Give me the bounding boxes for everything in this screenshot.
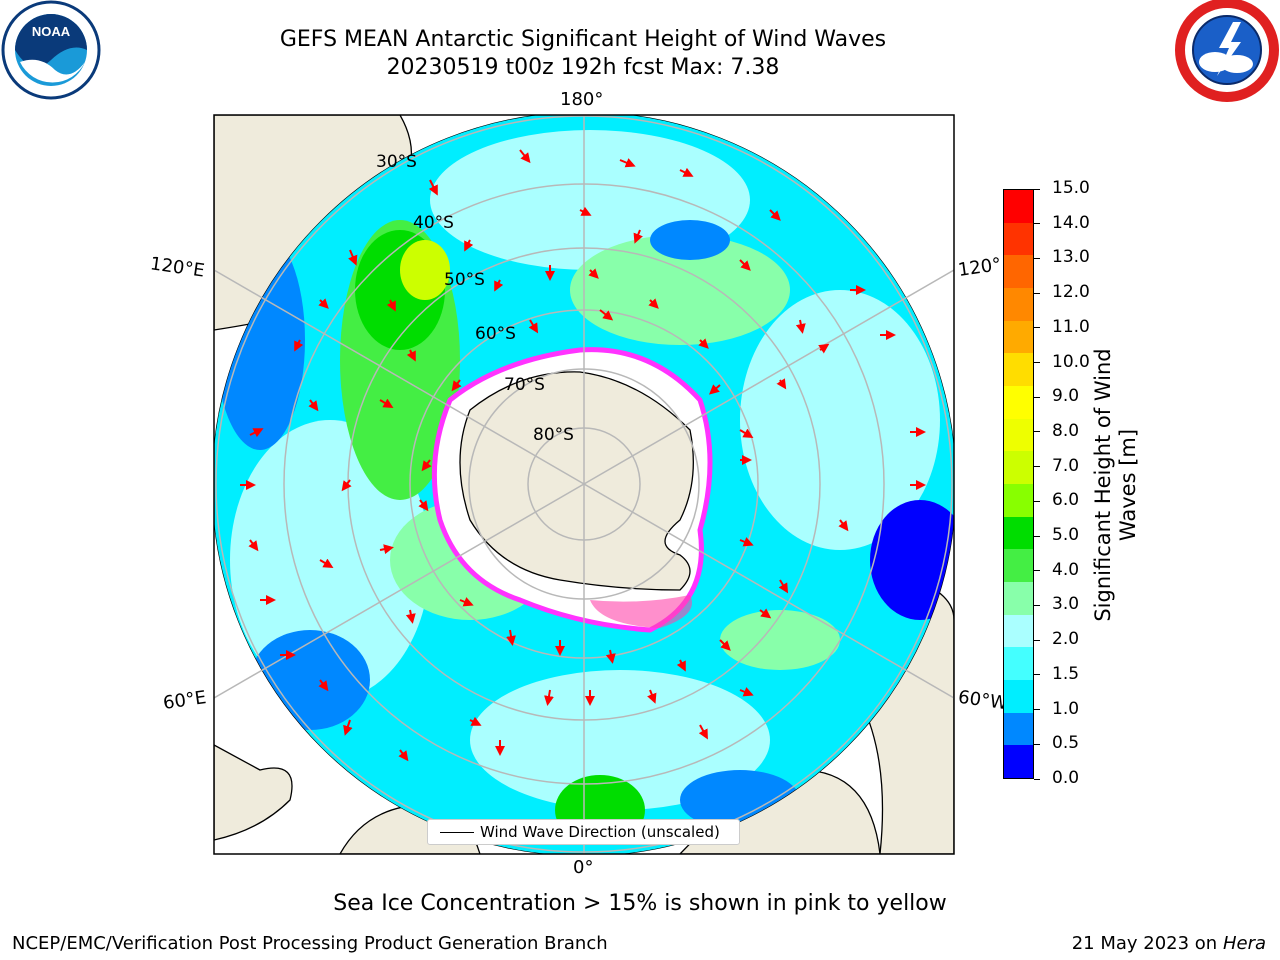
- colorbar-tick-mark: [1034, 431, 1040, 433]
- map-legend: Wind Wave Direction (unscaled): [427, 819, 740, 845]
- colorbar-tick-mark: [1034, 292, 1040, 294]
- lon-label-0: 0°: [573, 857, 594, 878]
- colorbar-tick-label: 1.5: [1052, 663, 1080, 684]
- colorbar-segment: [1004, 680, 1033, 713]
- colorbar-tick-label: 1.0: [1052, 698, 1080, 719]
- colorbar-tick-label: 6.0: [1052, 490, 1080, 511]
- lat-label-40s: 40°S: [413, 213, 454, 233]
- colorbar-segment: [1004, 582, 1033, 615]
- colorbar-tick-mark: [1034, 466, 1040, 468]
- footer-date-text: 21 May 2023 on: [1071, 933, 1218, 954]
- colorbar-segment: [1004, 451, 1033, 485]
- lat-label-50s: 50°S: [444, 270, 485, 290]
- colorbar-tick-label: 9.0: [1052, 386, 1080, 407]
- colorbar-tick-label: 3.0: [1052, 594, 1080, 615]
- sea-ice-note: Sea Ice Concentration > 15% is shown in …: [333, 891, 947, 916]
- legend-line-icon: [440, 832, 474, 833]
- colorbar-tick-label: 13.0: [1052, 247, 1090, 268]
- nws-logo: [1175, 0, 1279, 102]
- colorbar-tick-label: 0.5: [1052, 733, 1080, 754]
- colorbar-segment: [1004, 320, 1033, 354]
- colorbar-tick-label: 8.0: [1052, 420, 1080, 441]
- colorbar-segment: [1004, 614, 1033, 648]
- colorbar-tick-mark: [1034, 639, 1040, 641]
- colorbar-tick-mark: [1034, 500, 1040, 502]
- footer-date: 21 May 2023 on Hera: [1072, 933, 1266, 954]
- colorbar-segment: [1004, 190, 1033, 223]
- map-subtitle: 20230519 t00z 192h fcst Max: 7.38: [386, 55, 780, 80]
- lon-label-60e: 60°E: [161, 687, 208, 714]
- noaa-logo: NOAA: [1, 0, 101, 100]
- colorbar-tick-label: 12.0: [1052, 282, 1090, 303]
- lon-label-120e: 120°E: [148, 253, 206, 282]
- colorbar-tick-mark: [1034, 327, 1040, 329]
- colorbar-tick-mark: [1034, 570, 1040, 572]
- colorbar-segment: [1004, 288, 1033, 321]
- colorbar-tick-label: 11.0: [1052, 316, 1090, 337]
- map-panel: [213, 114, 955, 855]
- map-title: GEFS MEAN Antarctic Significant Height o…: [279, 27, 887, 52]
- graticule: [214, 115, 954, 854]
- lon-label-120w: 120°: [956, 254, 1003, 281]
- legend-label: Wind Wave Direction (unscaled): [480, 823, 720, 841]
- colorbar-tick-mark: [1034, 223, 1040, 225]
- colorbar-segment: [1004, 386, 1033, 419]
- colorbar-segment: [1004, 647, 1033, 681]
- footer-host: Hera: [1222, 933, 1266, 954]
- colorbar-tick-label: 0.0: [1052, 768, 1080, 788]
- lat-label-30s: 30°S: [376, 152, 417, 172]
- colorbar-tick-label: 10.0: [1052, 351, 1090, 372]
- colorbar-segment: [1004, 712, 1033, 746]
- colorbar-label: Significant Height of Wind Waves [m]: [1091, 348, 1140, 622]
- lat-label-60s: 60°S: [475, 324, 516, 344]
- colorbar-tick-mark: [1034, 604, 1040, 606]
- colorbar-tick-mark: [1034, 743, 1040, 745]
- svg-text:NOAA: NOAA: [32, 24, 71, 39]
- colorbar-segment: [1004, 516, 1033, 550]
- colorbar-segment: [1004, 255, 1033, 289]
- colorbar-tick-mark: [1034, 396, 1040, 398]
- wind-wave-arrows: [240, 149, 926, 762]
- colorbar-segment: [1004, 222, 1033, 256]
- footer-organization: NCEP/EMC/Verification Post Processing Pr…: [12, 933, 608, 954]
- colorbar-segment: [1004, 745, 1033, 779]
- colorbar-tick-mark: [1034, 535, 1040, 537]
- colorbar-tick-label: 4.0: [1052, 559, 1080, 580]
- colorbar-segment: [1004, 484, 1033, 517]
- colorbar-tick-label: 7.0: [1052, 455, 1080, 476]
- colorbar-segment: [1004, 353, 1033, 387]
- lon-label-180: 180°: [560, 89, 604, 110]
- lat-label-80s: 80°S: [533, 425, 574, 445]
- colorbar-segment: [1004, 549, 1033, 583]
- colorbar-tick-label: 2.0: [1052, 629, 1080, 650]
- colorbar-tick-mark: [1034, 362, 1040, 364]
- colorbar-tick-label: 14.0: [1052, 212, 1090, 233]
- colorbar-tick-mark: [1034, 257, 1040, 259]
- colorbar-tick-mark: [1034, 188, 1040, 190]
- colorbar: [1003, 189, 1034, 779]
- colorbar-tick-mark: [1034, 709, 1040, 711]
- colorbar-tick-label: 15.0: [1052, 178, 1090, 198]
- colorbar-segment: [1004, 418, 1033, 452]
- colorbar-tick-label: 5.0: [1052, 525, 1080, 546]
- lat-label-70s: 70°S: [504, 375, 545, 395]
- colorbar-tick-mark: [1034, 778, 1040, 780]
- lon-label-60w: 60°W: [956, 686, 1009, 715]
- colorbar-tick-mark: [1034, 674, 1040, 676]
